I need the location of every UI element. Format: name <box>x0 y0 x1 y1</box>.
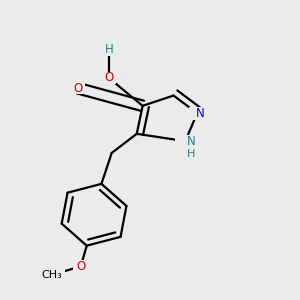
Text: N: N <box>196 107 205 120</box>
Text: H: H <box>187 149 195 159</box>
FancyBboxPatch shape <box>175 134 196 148</box>
Text: CH₃: CH₃ <box>41 270 62 280</box>
FancyBboxPatch shape <box>74 260 88 272</box>
FancyBboxPatch shape <box>189 106 205 120</box>
Text: O: O <box>104 71 113 84</box>
FancyBboxPatch shape <box>38 269 64 281</box>
Text: N: N <box>187 135 196 148</box>
FancyBboxPatch shape <box>101 72 116 84</box>
Text: O: O <box>73 82 83 95</box>
FancyBboxPatch shape <box>102 44 116 56</box>
Text: H: H <box>104 44 113 56</box>
Text: O: O <box>76 260 86 273</box>
FancyBboxPatch shape <box>70 82 85 94</box>
